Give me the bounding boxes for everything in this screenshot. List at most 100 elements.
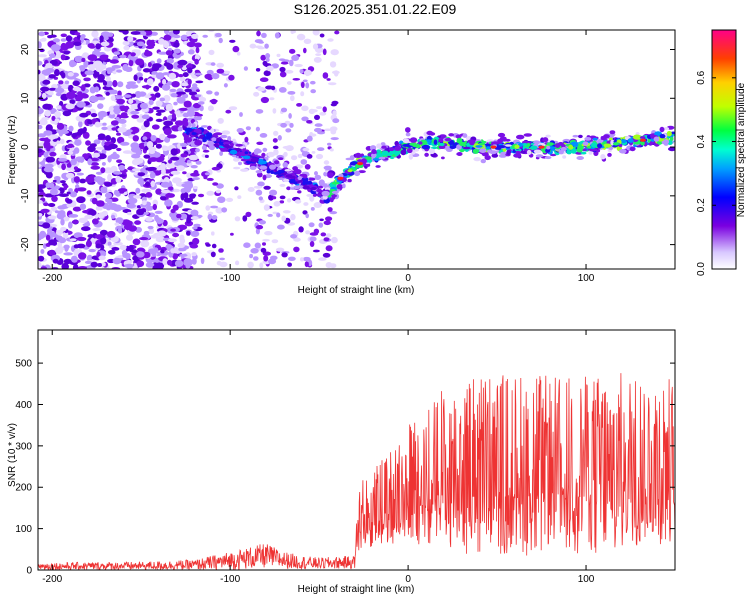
spectrogram-cell (146, 78, 154, 86)
spectrogram-cell (195, 80, 204, 84)
spectrogram-cell (581, 148, 587, 152)
spectrogram-cell (255, 68, 261, 72)
spectrogram-cell (607, 152, 612, 157)
spectrogram-cell (58, 210, 66, 217)
spectrogram-cell (276, 212, 281, 218)
spectrogram-cell (45, 68, 55, 73)
spectrogram-cell (165, 193, 176, 198)
spectrogram-cell (290, 213, 296, 221)
spectrogram-cell (600, 154, 606, 160)
spectrogram-cell (147, 225, 154, 230)
spectrogram-cell (186, 61, 194, 65)
spectrogram-cell (59, 100, 64, 107)
spectrogram-cell (87, 43, 95, 49)
spectrogram-cell (109, 59, 120, 64)
spectrogram-cell (249, 43, 257, 49)
spectrogram-cell (526, 149, 532, 155)
spectrogram-cell (146, 39, 153, 47)
spectrogram-cell (68, 188, 73, 193)
spectrogram-cell (63, 252, 73, 256)
spectrogram-cell (272, 108, 277, 114)
colorbar-tick-label: 0.4 (696, 134, 707, 148)
spectrogram-cell (126, 234, 133, 241)
spectrogram-cell (237, 195, 242, 200)
spectrogram-cell (243, 242, 251, 248)
spectrogram-cell (90, 165, 101, 170)
spectrogram-cell (95, 200, 105, 207)
snr-x-tick-label: -100 (220, 574, 240, 585)
spectrogram-cell (113, 204, 122, 212)
spectrogram-cell (54, 210, 60, 214)
spectrogram-cell (309, 195, 315, 202)
spectrogram-cell (195, 160, 202, 165)
spectrogram-cell (166, 134, 177, 139)
spectrogram-cell (272, 138, 278, 143)
snr-y-tick-label: 200 (15, 483, 32, 494)
spectrogram-cell (302, 181, 306, 185)
spectrogram-cell (101, 126, 108, 131)
spectrogram-cell (38, 41, 42, 49)
spectrogram-cell (161, 168, 166, 176)
spectrogram-cell (54, 69, 60, 77)
spectrogram-cell (659, 126, 665, 133)
spectrogram-cell (303, 69, 312, 76)
spectrogram-cell (160, 249, 165, 254)
spectrogram-cell (308, 222, 315, 228)
spectrogram-cell (329, 211, 338, 215)
spectrogram-cell (329, 61, 337, 68)
spectrogram-cell (183, 258, 193, 266)
spectrogram-cell (116, 159, 123, 163)
spectrogram-cell (63, 258, 72, 265)
spectrogram-cell (330, 137, 339, 141)
spectrogram-cell (117, 226, 123, 234)
spectrogram-y-tick-label: -10 (20, 188, 31, 203)
spectrogram-cell (194, 72, 203, 76)
spectrogram-cell (258, 161, 264, 165)
spectrogram-cell (135, 187, 141, 194)
spectrogram-cell (259, 77, 269, 82)
spectrogram-cell (38, 133, 47, 138)
spectrogram-cell (60, 54, 66, 61)
spectrogram-cell (153, 85, 160, 92)
spectrogram-cell (293, 246, 300, 253)
spectrogram-cell (144, 181, 151, 187)
spectrogram-cell (210, 62, 216, 66)
spectrogram-cell (308, 177, 316, 181)
spectrogram-cell (513, 153, 522, 158)
spectrogram-cell (236, 127, 244, 133)
spectrogram-cell (620, 139, 627, 144)
spectrogram-cell (60, 180, 66, 184)
spectrogram-cell (69, 191, 77, 198)
spectrogram-cell (125, 83, 132, 90)
spectrogram-cell (290, 95, 295, 102)
spectrogram-cell (243, 66, 248, 71)
spectrogram-cell (116, 69, 123, 73)
spectrogram-cell (314, 171, 318, 176)
spectrogram-cell (278, 58, 286, 61)
spectrogram-cell (597, 143, 603, 148)
spectrogram-cell (119, 141, 130, 146)
spectrogram-cell (66, 191, 71, 195)
spectrogram-cell (61, 72, 66, 79)
spectrogram-cell (225, 109, 232, 114)
spectrogram-cell (546, 142, 554, 146)
spectrogram-cell (108, 113, 116, 119)
spectrogram-cell (287, 262, 292, 267)
spectrogram-cell (427, 142, 432, 146)
spectrogram-cell (277, 135, 282, 141)
spectrogram-cell (39, 137, 49, 142)
spectrogram-cell (173, 42, 180, 48)
spectrogram-cell (480, 159, 486, 164)
spectrogram-cell (177, 74, 184, 78)
spectrogram-cell (115, 95, 123, 100)
spectrogram-cell (223, 144, 230, 148)
spectrogram-cell (65, 199, 73, 204)
spectrogram-cell (330, 103, 337, 107)
spectrogram-cell (99, 35, 104, 43)
spectrogram-cell (627, 138, 634, 143)
spectrogram-cell (253, 149, 259, 155)
spectrogram-cell (253, 185, 263, 189)
spectrogram-cell (43, 151, 49, 158)
spectrogram-cell (152, 265, 159, 269)
spectrogram-cell (38, 124, 43, 130)
